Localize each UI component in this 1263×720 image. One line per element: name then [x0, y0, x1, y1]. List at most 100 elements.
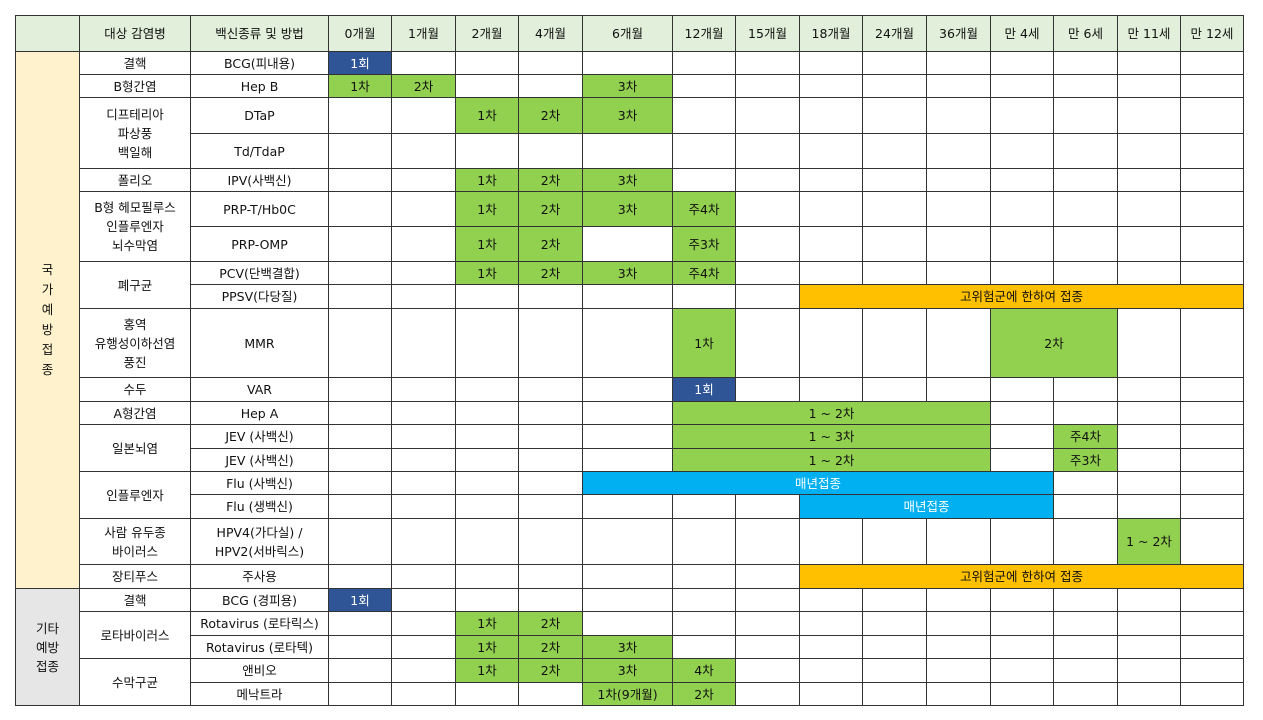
empty-cell	[519, 589, 582, 611]
empty-cell	[392, 378, 455, 401]
empty-cell	[863, 262, 926, 284]
empty-cell	[1054, 659, 1117, 682]
empty-cell	[673, 52, 735, 74]
empty-cell	[1054, 227, 1117, 261]
empty-cell	[863, 52, 926, 74]
dose-cell-text: 1차(9개월)	[597, 686, 658, 702]
empty-cell	[392, 169, 455, 191]
dose-cell: 고위험군에 한하여 접종	[800, 285, 1243, 308]
dose-cell: 2차	[392, 75, 455, 97]
empty-cell	[1181, 52, 1243, 74]
dose-cell: 3차	[583, 192, 672, 226]
empty-cell	[1181, 683, 1243, 705]
dose-cell: 1차	[456, 169, 518, 191]
header-cell-text: 백신종류 및 방법	[215, 26, 304, 41]
disease-cell-text: B형간염	[113, 78, 157, 94]
disease-cell-text: 수두	[123, 382, 147, 397]
dose-cell: 주3차	[673, 227, 735, 261]
empty-cell	[519, 683, 582, 705]
empty-cell	[1054, 75, 1117, 97]
dose-cell: 1 ~ 2차	[673, 402, 990, 424]
vaccine-cell: JEV (사백신)	[191, 449, 328, 471]
dose-cell: 2차	[519, 659, 582, 682]
empty-cell	[991, 227, 1053, 261]
dose-cell: 매년접종	[800, 495, 1053, 518]
empty-cell	[800, 309, 862, 377]
empty-cell	[736, 52, 799, 74]
empty-cell	[991, 589, 1053, 611]
empty-cell	[1181, 425, 1243, 448]
dose-cell: 2차	[519, 227, 582, 261]
vaccine-cell-text: 메낙트라	[236, 686, 283, 702]
empty-cell	[329, 449, 391, 471]
dose-cell-text: 2차	[540, 172, 561, 188]
header-cell-text: 0개월	[344, 26, 376, 41]
dose-cell-text: 3차	[617, 663, 638, 678]
empty-cell	[863, 636, 926, 658]
dose-cell-text: 1차	[477, 639, 497, 655]
header-cell: 18개월	[800, 16, 862, 51]
empty-cell	[519, 52, 582, 74]
dose-cell-text: 1차	[477, 265, 497, 281]
empty-cell	[583, 227, 672, 261]
empty-cell	[800, 227, 862, 261]
empty-cell	[800, 519, 862, 564]
empty-cell	[329, 565, 391, 588]
empty-cell	[392, 402, 455, 424]
empty-cell	[673, 589, 735, 611]
disease-cell: 결핵	[80, 589, 190, 611]
empty-cell	[800, 659, 862, 682]
empty-cell	[583, 612, 672, 635]
empty-cell	[736, 169, 799, 191]
dose-cell-text: 4차	[694, 663, 714, 678]
vaccine-cell-text: Flu (사백신)	[226, 475, 293, 491]
empty-cell	[456, 449, 518, 471]
vaccine-cell: PRP-T/Hb0C	[191, 192, 328, 226]
empty-cell	[991, 169, 1053, 191]
disease-cell-text: B형 헤모필루스 인플루엔자 뇌수막염	[94, 200, 176, 253]
header-cell: 2개월	[456, 16, 518, 51]
empty-cell	[329, 472, 391, 494]
empty-cell	[800, 192, 862, 226]
dose-cell-text: 3차	[617, 201, 638, 217]
empty-cell	[863, 75, 926, 97]
dose-cell: 1차	[456, 98, 518, 133]
empty-cell	[1118, 52, 1180, 74]
dose-cell-text: 2차	[1044, 335, 1064, 351]
empty-cell	[991, 683, 1053, 705]
disease-cell-text: 결핵	[123, 55, 147, 71]
empty-cell	[800, 98, 862, 133]
disease-cell: B형 헤모필루스 인플루엔자 뇌수막염	[80, 192, 190, 261]
vaccine-cell: IPV(사백신)	[191, 169, 328, 191]
disease-cell-text: A형간염	[113, 405, 157, 421]
empty-cell	[329, 227, 391, 261]
empty-cell	[1054, 519, 1117, 564]
empty-cell	[329, 683, 391, 705]
group-cell-text: 국가예방접종	[41, 262, 54, 377]
empty-cell	[329, 262, 391, 284]
empty-cell	[1118, 262, 1180, 284]
disease-cell-text: 사람 유두종 바이러스	[104, 524, 166, 559]
dose-cell-text: 2차	[540, 236, 561, 252]
empty-cell	[1118, 659, 1180, 682]
empty-cell	[927, 192, 990, 226]
vaccine-cell-text: Hep B	[240, 78, 279, 94]
empty-cell	[1054, 683, 1117, 705]
empty-cell	[800, 636, 862, 658]
empty-cell	[392, 472, 455, 494]
empty-cell	[583, 589, 672, 611]
empty-cell	[863, 192, 926, 226]
empty-cell	[1118, 449, 1180, 471]
empty-cell	[1181, 402, 1243, 424]
empty-cell	[329, 169, 391, 191]
header-cell-text: 36개월	[939, 26, 978, 41]
empty-cell	[392, 262, 455, 284]
empty-cell	[329, 519, 391, 564]
dose-cell: 1차	[456, 636, 518, 658]
empty-cell	[519, 495, 582, 518]
empty-cell	[1054, 495, 1117, 518]
disease-cell-text: 수막구균	[111, 674, 158, 690]
empty-cell	[800, 589, 862, 611]
empty-cell	[456, 495, 518, 518]
